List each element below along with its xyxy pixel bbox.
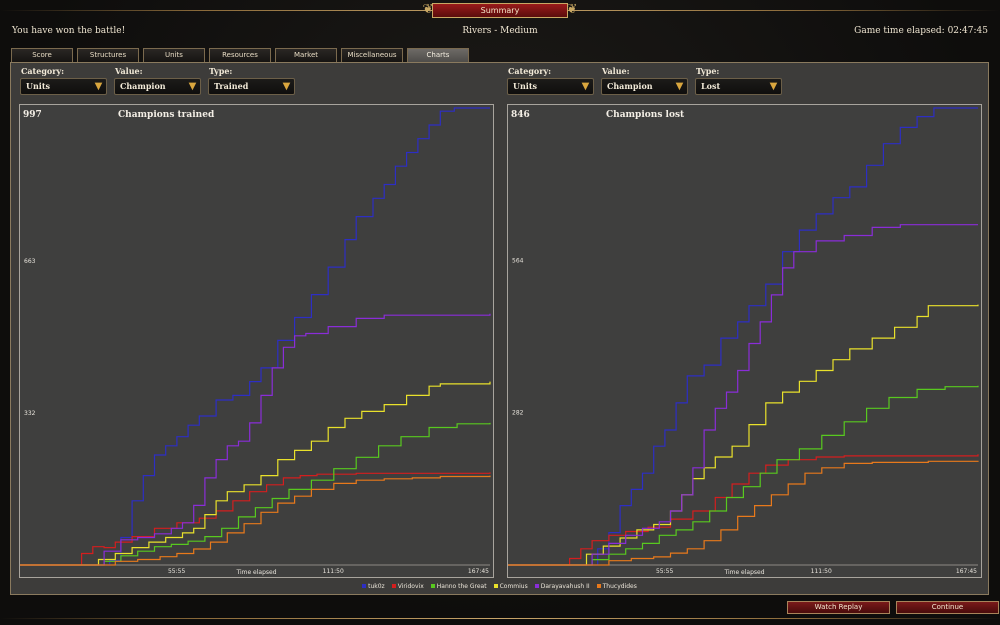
map-info: Rivers - Medium <box>462 26 538 36</box>
champions-lost-chart: 846 Champions lost 564 282 55:55 111:50 167:45… <box>507 104 982 578</box>
legend-label: Hanno the Great <box>436 582 487 590</box>
left-category-label: Category: <box>21 66 65 76</box>
x-tick-label: 167:45 <box>956 568 977 575</box>
left-type-label: Type: <box>209 66 233 76</box>
y-tick-label: 663 <box>24 258 36 265</box>
legend-swatch <box>362 584 367 588</box>
right-type-label: Type: <box>696 66 720 76</box>
left-value-label: Value: <box>115 66 143 76</box>
left-category-select[interactable]: Units ▼ <box>20 78 107 95</box>
legend-swatch <box>430 584 435 588</box>
legend-item: Viridovix <box>391 581 424 591</box>
series-line-hanno-the-great <box>508 385 979 566</box>
series-line-tuk0z <box>20 107 490 566</box>
right-category-label: Category: <box>508 66 552 76</box>
series-line-thucydides <box>20 475 491 566</box>
right-category-select[interactable]: Units ▼ <box>507 78 594 95</box>
right-category-value: Units <box>513 81 538 91</box>
tab-charts[interactable]: Charts <box>407 48 469 63</box>
left-type-select[interactable]: Trained ▼ <box>208 78 295 95</box>
x-axis-label: Time elapsed <box>235 569 276 576</box>
watch-replay-button[interactable]: Watch Replay <box>787 601 890 614</box>
right-value-value: Champion <box>607 81 653 91</box>
dropdown-arrow-icon: ▼ <box>675 81 684 92</box>
legend-label: Thucydides <box>602 582 637 590</box>
chart-title: Champions lost <box>606 110 685 120</box>
left-value-value: Champion <box>120 81 166 91</box>
x-tick-label: 111:50 <box>811 568 832 575</box>
legend-label: Commius <box>499 582 528 590</box>
window-title: Summary <box>432 3 568 18</box>
legend-item: Thucydides <box>596 581 637 591</box>
legend-swatch <box>596 584 601 588</box>
tab-miscellaneous[interactable]: Miscellaneous <box>341 48 403 62</box>
tab-score[interactable]: Score <box>11 48 73 62</box>
series-line-tuk0z <box>508 107 978 566</box>
chart-title: Champions trained <box>118 110 215 120</box>
dropdown-arrow-icon: ▼ <box>769 81 778 92</box>
champions-lost-svg: 846 Champions lost 564 282 55:55 111:50 167:45… <box>508 107 979 576</box>
series-line-commius <box>20 381 491 566</box>
y-max-label: 846 <box>511 110 530 120</box>
legend-item: Darayavahush II <box>534 581 590 591</box>
y-max-label: 997 <box>23 110 42 120</box>
legend-swatch <box>493 584 498 588</box>
bottom-divider <box>0 618 1000 619</box>
dropdown-arrow-icon: ▼ <box>188 81 197 92</box>
x-tick-label: 55:55 <box>656 568 673 575</box>
series-line-darayavahush-ii <box>508 224 978 566</box>
dropdown-arrow-icon: ▼ <box>282 81 291 92</box>
x-tick-label: 111:50 <box>323 568 344 575</box>
left-category-value: Units <box>26 81 51 91</box>
legend-swatch <box>391 584 396 588</box>
game-time-elapsed: Game time elapsed: 02:47:45 <box>854 26 988 36</box>
tab-bar: Score Structures Units Resources Market … <box>11 48 469 63</box>
legend-label: Darayavahush II <box>540 582 590 590</box>
right-value-select[interactable]: Champion ▼ <box>601 78 688 95</box>
series-line-darayavahush-ii <box>20 313 491 566</box>
continue-button[interactable]: Continue <box>896 601 999 614</box>
banner-ornament-right-icon: ❦ <box>566 2 578 17</box>
y-tick-label: 332 <box>24 410 36 417</box>
left-type-value: Trained <box>214 81 249 91</box>
legend-swatch <box>534 584 539 588</box>
chart-legend: tuk0z Viridovix Hanno the Great Commius Dara… <box>10 581 989 591</box>
series-line-commius <box>508 304 979 566</box>
tab-resources[interactable]: Resources <box>209 48 271 62</box>
series-line-hanno-the-great <box>20 422 491 566</box>
right-value-label: Value: <box>602 66 630 76</box>
legend-item: Commius <box>493 581 528 591</box>
x-tick-label: 167:45 <box>468 568 489 575</box>
x-tick-label: 55:55 <box>168 568 185 575</box>
right-type-select[interactable]: Lost ▼ <box>695 78 782 95</box>
legend-item: tuk0z <box>362 581 385 591</box>
dropdown-arrow-icon: ▼ <box>94 81 103 92</box>
x-axis-label: Time elapsed <box>723 569 764 576</box>
banner-ornament-left-icon: ❦ <box>422 2 434 17</box>
series-line-viridovix <box>508 454 979 566</box>
dropdown-arrow-icon: ▼ <box>581 81 590 92</box>
tab-market[interactable]: Market <box>275 48 337 62</box>
tab-structures[interactable]: Structures <box>77 48 139 62</box>
y-tick-label: 564 <box>512 257 524 264</box>
tab-units[interactable]: Units <box>143 48 205 62</box>
right-type-value: Lost <box>701 81 721 91</box>
legend-label: Viridovix <box>397 582 424 590</box>
series-line-thucydides <box>508 460 979 566</box>
left-value-select[interactable]: Champion ▼ <box>114 78 201 95</box>
victory-text: You have won the battle! <box>12 26 126 36</box>
legend-label: tuk0z <box>368 582 385 590</box>
legend-item: Hanno the Great <box>430 581 487 591</box>
champions-trained-chart: 997 Champions trained 663 332 55:55 111:50 167… <box>19 104 494 578</box>
series-line-viridovix <box>20 472 491 566</box>
champions-trained-svg: 997 Champions trained 663 332 55:55 111:50 167… <box>20 107 491 576</box>
y-tick-label: 282 <box>512 410 524 417</box>
